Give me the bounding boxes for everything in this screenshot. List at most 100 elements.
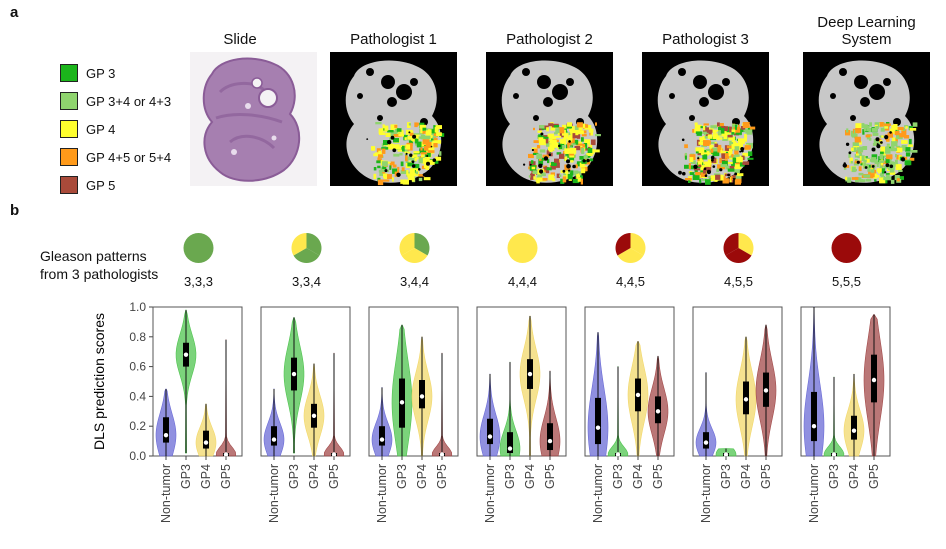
pathologist-pie-row (183, 233, 862, 263)
pie-slice (725, 248, 752, 263)
x-tick-label: Non-tumor (807, 464, 821, 523)
pie-slice (617, 248, 644, 263)
y-tick-label: 0.4 (129, 389, 146, 403)
x-tick-label: GP3 (827, 464, 841, 489)
pie-slice (293, 248, 320, 263)
pathologist-pie (183, 233, 214, 263)
slide-image (190, 52, 317, 186)
violin-iqr-box (163, 417, 169, 443)
violin-median (271, 437, 277, 442)
violin-median (851, 428, 857, 433)
violin-iqr-box (487, 418, 493, 445)
legend-item: GP 3+4 or 4+3 (60, 91, 171, 111)
combination-label: 4,4,4 (508, 274, 537, 289)
legend-label: GP 4 (86, 121, 116, 137)
violin-median (615, 452, 621, 457)
x-tick-label: GP4 (415, 464, 429, 489)
violin-median (439, 452, 445, 457)
x-tick-label: GP4 (199, 464, 213, 489)
x-tick-label: Non-tumor (699, 464, 713, 523)
pie-slice (615, 233, 631, 256)
panel-frame (368, 306, 459, 457)
pie-slice (738, 233, 754, 256)
pie-slice (414, 233, 430, 256)
violin-median (527, 371, 533, 377)
violin-panel: Non-tumor GP3 GP4 GP5 (152, 306, 243, 523)
pie-slice (401, 248, 428, 263)
pathologist-2-map (486, 52, 613, 186)
x-tick-label: GP4 (523, 464, 537, 489)
violin-median (871, 377, 877, 383)
violin-median (379, 437, 385, 442)
violin-panel: Non-tumor GP3 GP4 GP5 (368, 306, 459, 523)
violin-iqr-box (419, 380, 425, 409)
violin-median (743, 397, 749, 402)
x-tick-label: Non-tumor (267, 464, 281, 523)
violin-iqr-box (811, 391, 817, 442)
x-tick-label: GP5 (543, 464, 557, 489)
violin-median (763, 388, 769, 393)
combination-label: 3,4,4 (400, 274, 429, 289)
pathologist-pie (831, 233, 862, 263)
x-tick-label: Non-tumor (159, 464, 173, 523)
violin-median (703, 440, 709, 445)
panel-frame (152, 306, 243, 457)
pie-slice (399, 233, 415, 256)
pie-slice (306, 233, 322, 256)
x-tick-label: GP4 (847, 464, 861, 489)
x-tick-label: GP5 (867, 464, 881, 489)
x-tick-label: GP4 (307, 464, 321, 489)
legend-label: GP 3+4 or 4+3 (86, 93, 172, 109)
column-title-pathologist-2: Pathologist 2 (506, 31, 593, 48)
y-tick-label: 0.0 (129, 449, 146, 463)
x-tick-label: GP5 (327, 464, 341, 489)
pie-slice (630, 233, 646, 256)
x-tick-label: GP5 (759, 464, 773, 489)
y-tick-label: 0.8 (129, 330, 146, 344)
x-tick-label: Non-tumor (591, 464, 605, 523)
x-tick-label: GP5 (219, 464, 233, 489)
pathologist-3-map (642, 52, 769, 186)
violin-median (655, 409, 661, 414)
violin-iqr-box (271, 426, 277, 446)
legend-item: GP 5 (60, 175, 115, 195)
column-title-slide: Slide (223, 31, 257, 48)
x-tick-label: GP3 (179, 464, 193, 489)
violin-median (595, 425, 601, 430)
violin-median (399, 400, 405, 405)
pathologist-pie (291, 233, 322, 263)
violin-median (547, 438, 553, 444)
violin-median (507, 446, 513, 451)
x-tick-label: Non-tumor (375, 464, 389, 523)
legend-item: GP 3 (60, 63, 115, 83)
violin-panel: Non-tumor GP3 GP4 GP5 (476, 306, 567, 523)
column-title-deep-learning-system: Deep Learning System (817, 14, 916, 48)
violin-panel: Non-tumor GP3 GP4 GP5 (260, 306, 351, 523)
x-tick-label: GP4 (631, 464, 645, 489)
violin-median (203, 440, 209, 445)
violin-median (635, 392, 641, 398)
x-tick-label: Non-tumor (483, 464, 497, 523)
legend-swatch (60, 64, 78, 82)
legend-label: GP 3 (86, 65, 116, 81)
x-tick-label: GP3 (719, 464, 733, 489)
panel-b-letter: b (10, 202, 20, 219)
panel-a-letter: a (10, 4, 19, 21)
pie-slice (831, 233, 862, 263)
pathologist-pie (399, 233, 430, 263)
x-tick-label: GP3 (611, 464, 625, 489)
y-axis-label: DLS prediction scores (91, 313, 107, 450)
gleason-patterns-label: Gleason patterns from 3 pathologists (40, 247, 158, 283)
column-title-pathologist-1: Pathologist 1 (350, 31, 437, 48)
violin-median (723, 452, 729, 457)
violin-iqr-box (703, 432, 709, 449)
combination-label: 4,5,5 (724, 274, 753, 289)
legend-label: GP 4+5 or 5+4 (86, 149, 172, 165)
violin-median (223, 452, 229, 457)
y-tick-label: 0.2 (129, 419, 146, 433)
violin-iqr-box (379, 426, 385, 446)
violin-iqr-box (595, 397, 601, 445)
violin-median (331, 452, 337, 457)
panel-frame (584, 306, 675, 457)
